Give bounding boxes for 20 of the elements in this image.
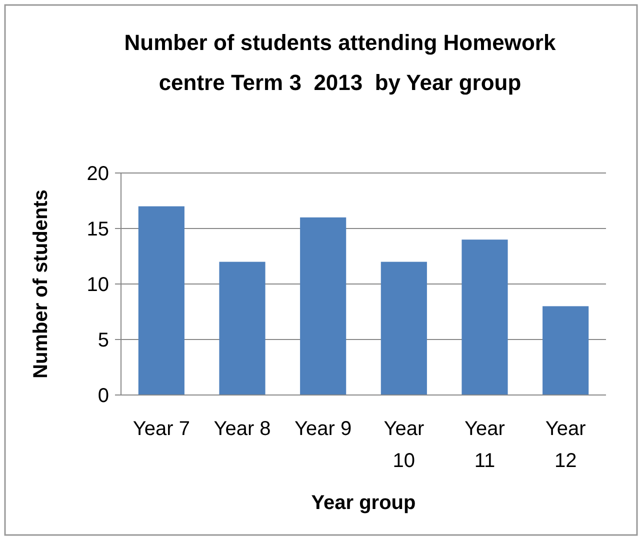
x-tick-label: Year 8 [214,418,271,440]
y-tick-label: 10 [86,274,109,296]
x-tick-label: Year 12 [545,418,586,472]
bar [380,262,427,395]
bar [542,306,589,395]
y-tick-label: 0 [98,385,109,407]
y-tick-label: 5 [98,330,109,352]
y-axis-title: Number of students [30,190,52,378]
bar [462,240,508,395]
x-tick-label: Year 9 [294,418,352,440]
x-tick-label: Year 10 [384,418,424,472]
bar [300,217,346,395]
x-tick-label: Year 11 [464,418,506,472]
y-tick-label: 20 [86,163,109,185]
bar [138,206,184,395]
bar [219,262,266,395]
y-tick-label: 15 [86,218,109,240]
chart-title: Number of students attending Homework centre Term 3 2013 by Year group [124,30,556,95]
x-tick-label: Year 7 [132,418,190,440]
x-axis-title: Year group [311,492,416,514]
